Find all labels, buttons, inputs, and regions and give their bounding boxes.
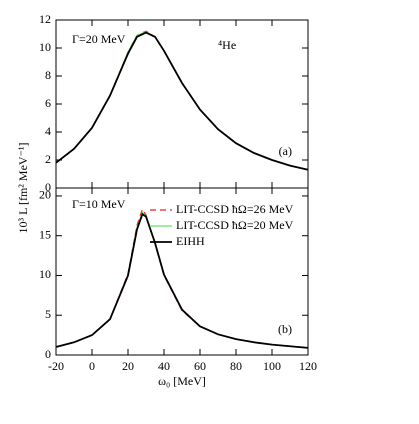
- x-tick-label: 60: [194, 359, 206, 373]
- annotation: (a): [279, 144, 292, 158]
- x-axis-label: ω₀ [MeV]: [158, 374, 206, 388]
- y-tick-label: 8: [45, 68, 51, 82]
- x-tick-label: 120: [299, 359, 317, 373]
- y-tick-label: 4: [45, 124, 51, 138]
- series-line: [55, 212, 309, 349]
- x-tick-label: -20: [48, 359, 64, 373]
- y-tick-label: 20: [39, 188, 51, 202]
- y-tick-label: 10: [39, 40, 51, 54]
- plot-frame: [55, 187, 309, 356]
- y-tick-label: 6: [45, 96, 51, 110]
- x-tick-label: 80: [230, 359, 242, 373]
- y-tick-label: 5: [45, 307, 51, 321]
- y-tick-label: 0: [45, 180, 51, 194]
- x-tick-label: 100: [263, 359, 281, 373]
- annotation: (b): [278, 322, 292, 336]
- series-line: [55, 31, 309, 171]
- y-tick-label: 0: [45, 347, 51, 361]
- series-line: [55, 31, 309, 171]
- y-axis-label: 10³ L [fm² MeV⁻¹]: [16, 143, 30, 234]
- x-tick-label: 20: [122, 359, 134, 373]
- y-tick-label: 2: [45, 152, 51, 166]
- y-tick-label: 10: [39, 267, 51, 281]
- series-line: [55, 30, 309, 171]
- annotation: Γ=20 MeV: [72, 32, 126, 46]
- legend-label: EIHH: [176, 234, 205, 248]
- annotation: Γ=10 MeV: [72, 197, 126, 211]
- legend-label: LIT-CCSD ħΩ=20 MeV: [176, 218, 294, 232]
- annotation: ⁴He: [218, 38, 236, 52]
- x-tick-label: 0: [89, 359, 95, 373]
- legend-label: LIT-CCSD ħΩ=26 MeV: [176, 202, 294, 216]
- y-tick-label: 15: [39, 227, 51, 241]
- x-tick-label: 40: [158, 359, 170, 373]
- y-tick-label: 12: [39, 12, 51, 26]
